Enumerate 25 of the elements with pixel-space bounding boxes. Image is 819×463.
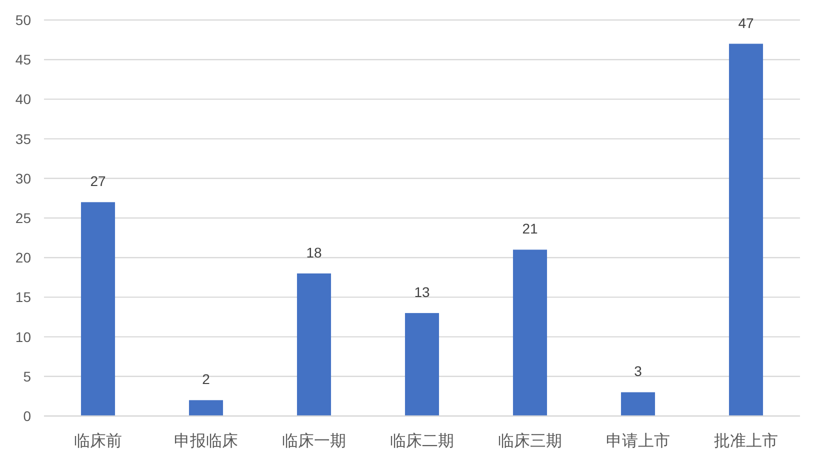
y-tick-label: 10 [15, 328, 32, 345]
y-tick-label: 20 [15, 250, 32, 266]
data-label: 3 [634, 363, 642, 380]
y-tick-label: 5 [23, 368, 32, 384]
data-label: 2 [202, 371, 210, 388]
x-tick-label: 临床二期 [390, 432, 454, 450]
y-tick-label: 15 [15, 289, 32, 306]
y-tick-label: 50 [15, 12, 32, 28]
y-tick-label: 35 [15, 130, 32, 147]
y-tick-label: 25 [15, 210, 32, 226]
y-tick-label: 45 [15, 52, 32, 68]
y-tick-label: 0 [23, 408, 32, 424]
data-label: 18 [306, 244, 322, 260]
x-tick-label: 临床一期 [282, 432, 346, 450]
data-label: 21 [522, 220, 538, 237]
y-tick-label: 30 [15, 170, 32, 186]
y-tick-label: 40 [15, 91, 32, 108]
x-tick-label: 批准上市 [714, 432, 778, 450]
data-label: 13 [414, 284, 430, 300]
x-tick-label: 临床三期 [498, 432, 562, 450]
x-tick-label: 临床前 [74, 432, 122, 450]
x-tick-label: 申报临床 [174, 432, 238, 450]
data-label: 47 [738, 14, 754, 31]
x-tick-label: 申请上市 [606, 432, 670, 450]
data-label: 27 [90, 173, 106, 190]
